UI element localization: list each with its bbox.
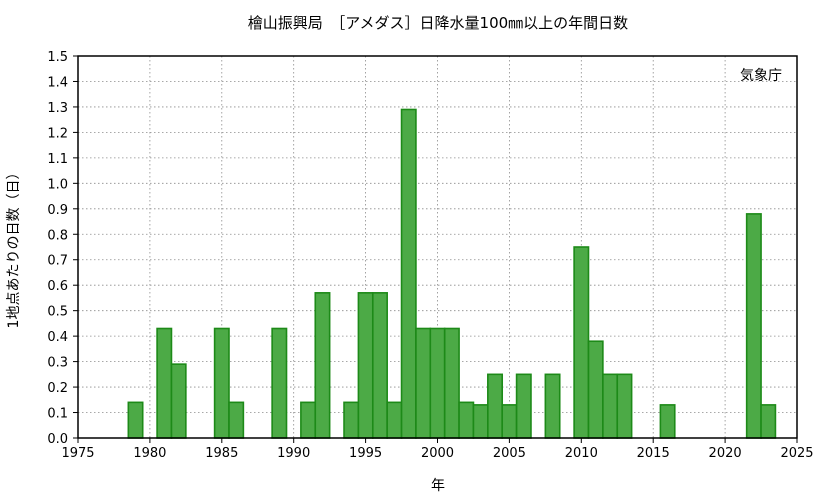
bar [415, 327, 432, 439]
y-tick-label: 1.0 [47, 177, 68, 192]
bar [458, 401, 475, 439]
y-tick-label: 0.8 [47, 228, 68, 243]
x-tick-label: 1995 [349, 446, 382, 461]
bar [659, 404, 676, 439]
bar [271, 327, 288, 439]
chart-annotation: 気象庁 [740, 68, 782, 84]
y-tick-label: 0.2 [47, 381, 68, 396]
bar [400, 108, 417, 439]
x-tick-label: 2000 [421, 446, 454, 461]
bar [587, 340, 604, 439]
chart-title: 檜山振興局 ［アメダス］日降水量100㎜以上の年間日数 [248, 14, 628, 32]
bar [314, 292, 331, 439]
y-tick-label: 1.5 [47, 50, 68, 65]
bar [127, 401, 144, 439]
bar [544, 373, 561, 439]
x-tick-label: 1985 [205, 446, 238, 461]
y-tick-label: 0.1 [47, 407, 68, 422]
bar [386, 401, 403, 439]
y-tick-label: 1.1 [47, 152, 68, 167]
bar [228, 401, 245, 439]
x-tick-label: 2020 [709, 446, 742, 461]
bar [745, 213, 762, 439]
bar [760, 404, 777, 439]
x-axis-ticks: 1975 1980 1985 1990 1995 2000 2005 2010 2015 2020… [61, 438, 814, 461]
x-tick-label: 1990 [277, 446, 310, 461]
y-tick-label: 0.9 [47, 203, 68, 218]
y-tick-label: 1.3 [47, 101, 68, 116]
y-tick-label: 0.3 [47, 356, 68, 371]
x-tick-label: 2015 [637, 446, 670, 461]
bars [127, 108, 777, 439]
y-tick-label: 0.4 [47, 330, 68, 345]
x-tick-label: 2005 [493, 446, 526, 461]
x-tick-label: 2010 [565, 446, 598, 461]
bar [343, 401, 360, 439]
bar [602, 373, 619, 439]
bar [371, 292, 388, 439]
bar [487, 373, 504, 439]
y-tick-label: 0.7 [47, 254, 68, 269]
x-tick-label: 2025 [780, 446, 813, 461]
y-axis-ticks: 0.0 0.1 0.2 0.3 0.4 0.5 0.6 0.7 0.8 0.9 1.0 1.1 1.2 1… [47, 50, 78, 447]
bar [156, 327, 173, 439]
bar [443, 327, 460, 439]
bar [616, 373, 633, 439]
y-tick-label: 0.0 [47, 432, 68, 447]
bar [429, 327, 446, 439]
bar [472, 404, 489, 439]
bar [515, 373, 532, 439]
x-tick-label: 1980 [133, 446, 166, 461]
bar [300, 401, 317, 439]
bar [357, 292, 374, 439]
y-tick-label: 0.6 [47, 279, 68, 294]
bar [501, 404, 518, 439]
bar [170, 363, 187, 439]
x-tick-label: 1975 [61, 446, 94, 461]
x-axis-label: 年 [431, 478, 445, 494]
y-axis-label: 1地点あたりの日数（日） [6, 166, 22, 329]
y-tick-label: 0.5 [47, 305, 68, 320]
bar [213, 327, 230, 439]
y-tick-label: 1.4 [47, 75, 68, 90]
bar [573, 246, 590, 439]
y-tick-label: 1.2 [47, 126, 68, 141]
